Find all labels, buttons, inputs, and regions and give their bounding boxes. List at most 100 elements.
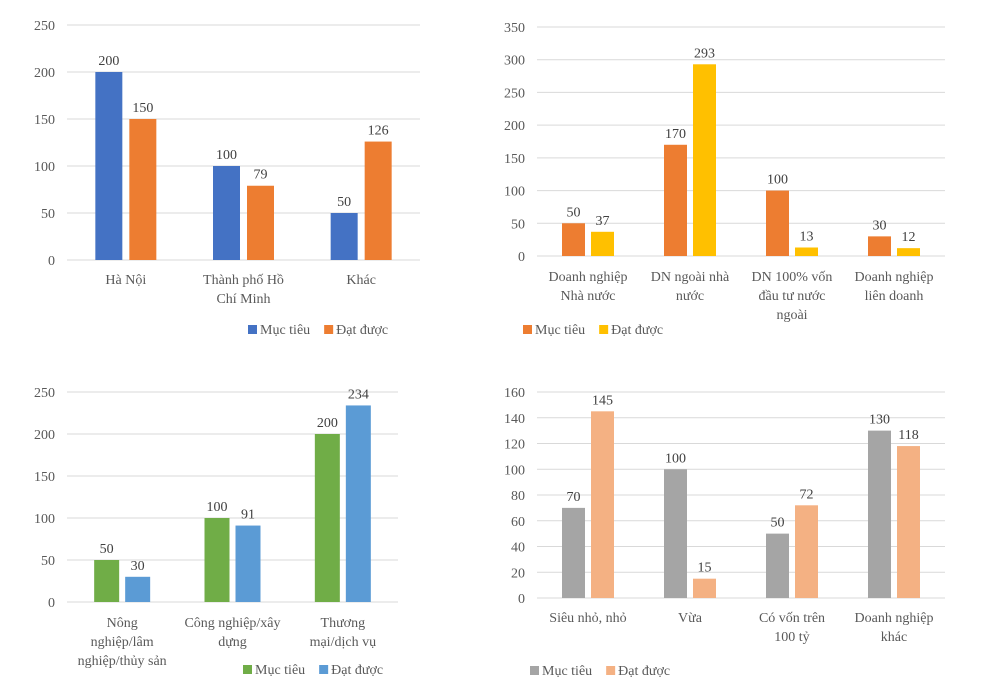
bar-dat-duoc: [795, 247, 818, 256]
y-tick-label: 350: [504, 21, 525, 36]
y-tick-label: 160: [504, 386, 525, 401]
bar-dat-duoc: [693, 64, 716, 257]
data-label: 30: [131, 559, 145, 574]
x-category-label: đầu tư nước: [759, 289, 826, 304]
y-tick-label: 140: [504, 412, 525, 427]
x-category-label: 100 tỷ: [774, 630, 809, 645]
y-tick-label: 100: [504, 463, 525, 478]
y-tick-label: 0: [48, 596, 55, 611]
bar-muc-tieu: [95, 72, 123, 260]
bar-muc-tieu: [766, 533, 789, 598]
bar-dat-duoc: [591, 411, 614, 598]
bar-muc-tieu: [664, 144, 687, 256]
x-category-label: nghiệp/thủy sản: [78, 654, 167, 669]
x-category-label: Chí Minh: [216, 292, 270, 307]
bar-dat-duoc: [693, 578, 716, 598]
data-label: 37: [596, 214, 610, 229]
x-category-label: nước: [676, 289, 704, 304]
x-category-label: khác: [881, 630, 907, 645]
data-label: 126: [368, 124, 389, 139]
legend-swatch: [248, 325, 257, 334]
y-tick-label: 250: [34, 19, 55, 34]
bar-muc-tieu: [664, 469, 687, 598]
y-tick-label: 100: [34, 160, 55, 175]
x-category-label: Có vốn trên: [759, 611, 825, 626]
legend-swatch: [243, 665, 252, 674]
bar-muc-tieu: [94, 560, 120, 602]
x-category-label: Doanh nghiệp: [855, 611, 934, 626]
x-category-label: Công nghiệp/xây: [184, 616, 280, 631]
x-category-label: Khác: [346, 273, 376, 288]
chart-1: 0 50 100 150 200 250 200 150 Hà Nội 100 79 Thành ph…: [34, 19, 420, 338]
x-category-label: Nông: [107, 616, 138, 631]
bar-dat-duoc: [591, 231, 614, 256]
y-tick-label: 50: [41, 554, 55, 569]
y-tick-label: 0: [518, 250, 525, 265]
data-label: 15: [698, 561, 712, 576]
x-category-label: Siêu nhỏ, nhỏ: [549, 611, 626, 626]
data-label: 12: [902, 230, 916, 245]
y-tick-label: 250: [504, 86, 525, 101]
legend-label: Mục tiêu: [542, 664, 592, 679]
data-label: 130: [869, 413, 890, 428]
y-tick-label: 200: [34, 428, 55, 443]
chart-3: 0 50 100 150 200 250 50 30 Nông nghiệp/lâm nghiệp/…: [34, 386, 398, 678]
x-category-label: Thành phố Hồ: [203, 273, 284, 288]
bar-dat-duoc: [129, 119, 157, 260]
y-tick-label: 250: [34, 386, 55, 401]
x-category-label: Doanh nghiệp: [855, 270, 934, 285]
y-tick-label: 100: [504, 185, 525, 200]
y-tick-label: 50: [511, 217, 525, 232]
y-tick-label: 20: [511, 566, 525, 581]
x-category-label: DN 100% vốn: [752, 270, 833, 285]
legend-swatch: [523, 325, 532, 334]
bar-dat-duoc: [125, 576, 151, 602]
data-label: 200: [317, 416, 338, 431]
data-label: 293: [694, 46, 715, 61]
y-tick-label: 200: [504, 119, 525, 134]
legend-label: Mục tiêu: [255, 663, 305, 678]
y-tick-label: 150: [504, 152, 525, 167]
x-category-label: mại/dịch vụ: [310, 635, 377, 650]
data-label: 118: [898, 428, 918, 443]
data-label: 100: [207, 500, 228, 515]
y-tick-label: 150: [34, 470, 55, 485]
bar-dat-duoc: [795, 505, 818, 598]
y-tick-label: 40: [511, 541, 525, 556]
bar-dat-duoc: [897, 446, 920, 598]
y-tick-label: 0: [518, 592, 525, 607]
bar-muc-tieu: [330, 213, 358, 260]
data-label: 91: [241, 508, 255, 523]
chart-2: 0 50 100 150 200 250 300 350 50 37 Doanh nghiệp Nhà…: [504, 21, 945, 338]
data-label: 79: [254, 168, 268, 183]
bar-muc-tieu: [868, 430, 891, 598]
bar-muc-tieu: [562, 223, 585, 256]
legend-swatch: [530, 666, 539, 675]
bar-muc-tieu: [562, 507, 585, 598]
data-label: 72: [800, 487, 814, 502]
data-label: 100: [767, 173, 788, 188]
bar-dat-duoc: [235, 525, 261, 602]
data-label: 170: [665, 127, 686, 142]
data-label: 200: [98, 54, 119, 69]
x-category-label: Nhà nước: [560, 289, 615, 304]
x-category-label: Hà Nội: [105, 273, 146, 288]
data-label: 100: [665, 451, 686, 466]
x-category-label: dựng: [218, 635, 247, 650]
legend-label: Mục tiêu: [260, 323, 310, 338]
legend-label: Đạt được: [611, 323, 663, 338]
bar-dat-duoc: [247, 185, 274, 260]
x-category-label: Vừa: [678, 611, 703, 626]
y-tick-label: 80: [511, 489, 525, 504]
x-category-label: nghiệp/lâm: [91, 635, 154, 650]
x-category-label: Thương: [321, 616, 366, 631]
data-label: 30: [873, 218, 887, 233]
data-label: 100: [216, 148, 237, 163]
legend-swatch: [319, 665, 329, 674]
y-tick-label: 300: [504, 54, 525, 69]
data-label: 145: [592, 393, 613, 408]
legend-swatch: [606, 666, 616, 675]
legend-swatch: [324, 325, 334, 334]
x-category-label: ngoài: [776, 308, 807, 323]
